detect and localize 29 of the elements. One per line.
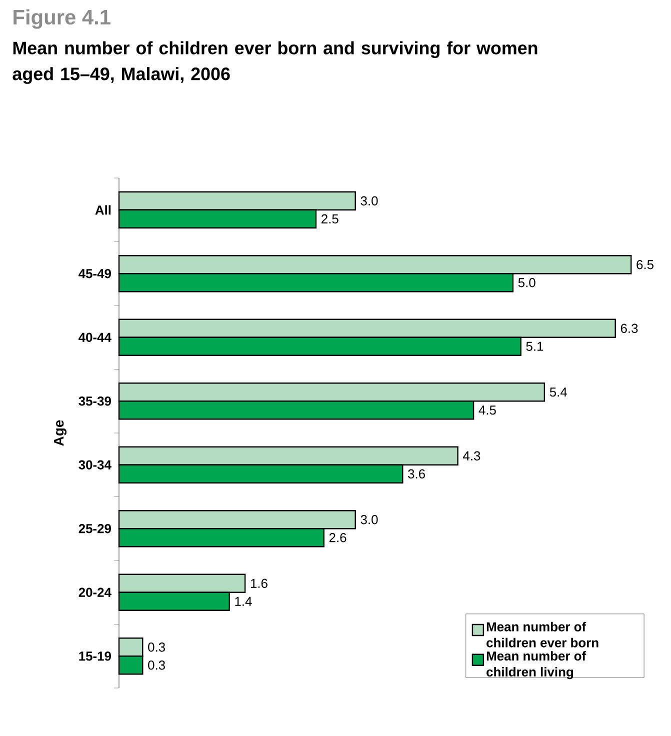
y-tick-label: 45-49 <box>78 269 111 278</box>
data-label: 4.5 <box>478 406 496 415</box>
data-label: 6.5 <box>636 260 654 270</box>
legend-label: Mean number of children ever born <box>486 622 598 648</box>
data-label: 0.3 <box>148 660 165 670</box>
y-tick-label: 20-24 <box>78 588 112 597</box>
y-axis-title: Age <box>54 420 67 446</box>
data-label: 3.0 <box>360 515 378 524</box>
y-tick-label: 30-34 <box>78 460 112 470</box>
legend-label: Mean number of children living <box>486 651 586 680</box>
data-label: 6.3 <box>620 324 638 333</box>
data-label: 5.1 <box>526 342 544 351</box>
data-label: 1.6 <box>250 578 268 588</box>
y-tick-label: 40-44 <box>78 332 112 342</box>
y-tick-label: All <box>95 205 111 215</box>
y-tick-label: 35-39 <box>78 396 111 406</box>
y-tick-label: 15-19 <box>79 652 111 661</box>
data-label: 1.4 <box>235 596 252 606</box>
chart-subtitle: Mean number of children ever born and surviving for women aged 15–49, Malawi, 2006 <box>12 41 538 84</box>
data-label: 0.3 <box>148 642 165 652</box>
data-label: 5.4 <box>550 388 567 397</box>
data-label: 2.5 <box>322 214 338 224</box>
data-label: 2.6 <box>329 533 346 542</box>
data-label: 4.3 <box>462 451 480 460</box>
data-label: 3.0 <box>360 196 378 206</box>
y-tick-label: 25-29 <box>78 524 111 534</box>
chart-title: Figure 4.1 <box>14 9 110 29</box>
data-label: 5.0 <box>518 278 536 288</box>
data-label: 3.6 <box>408 469 425 478</box>
